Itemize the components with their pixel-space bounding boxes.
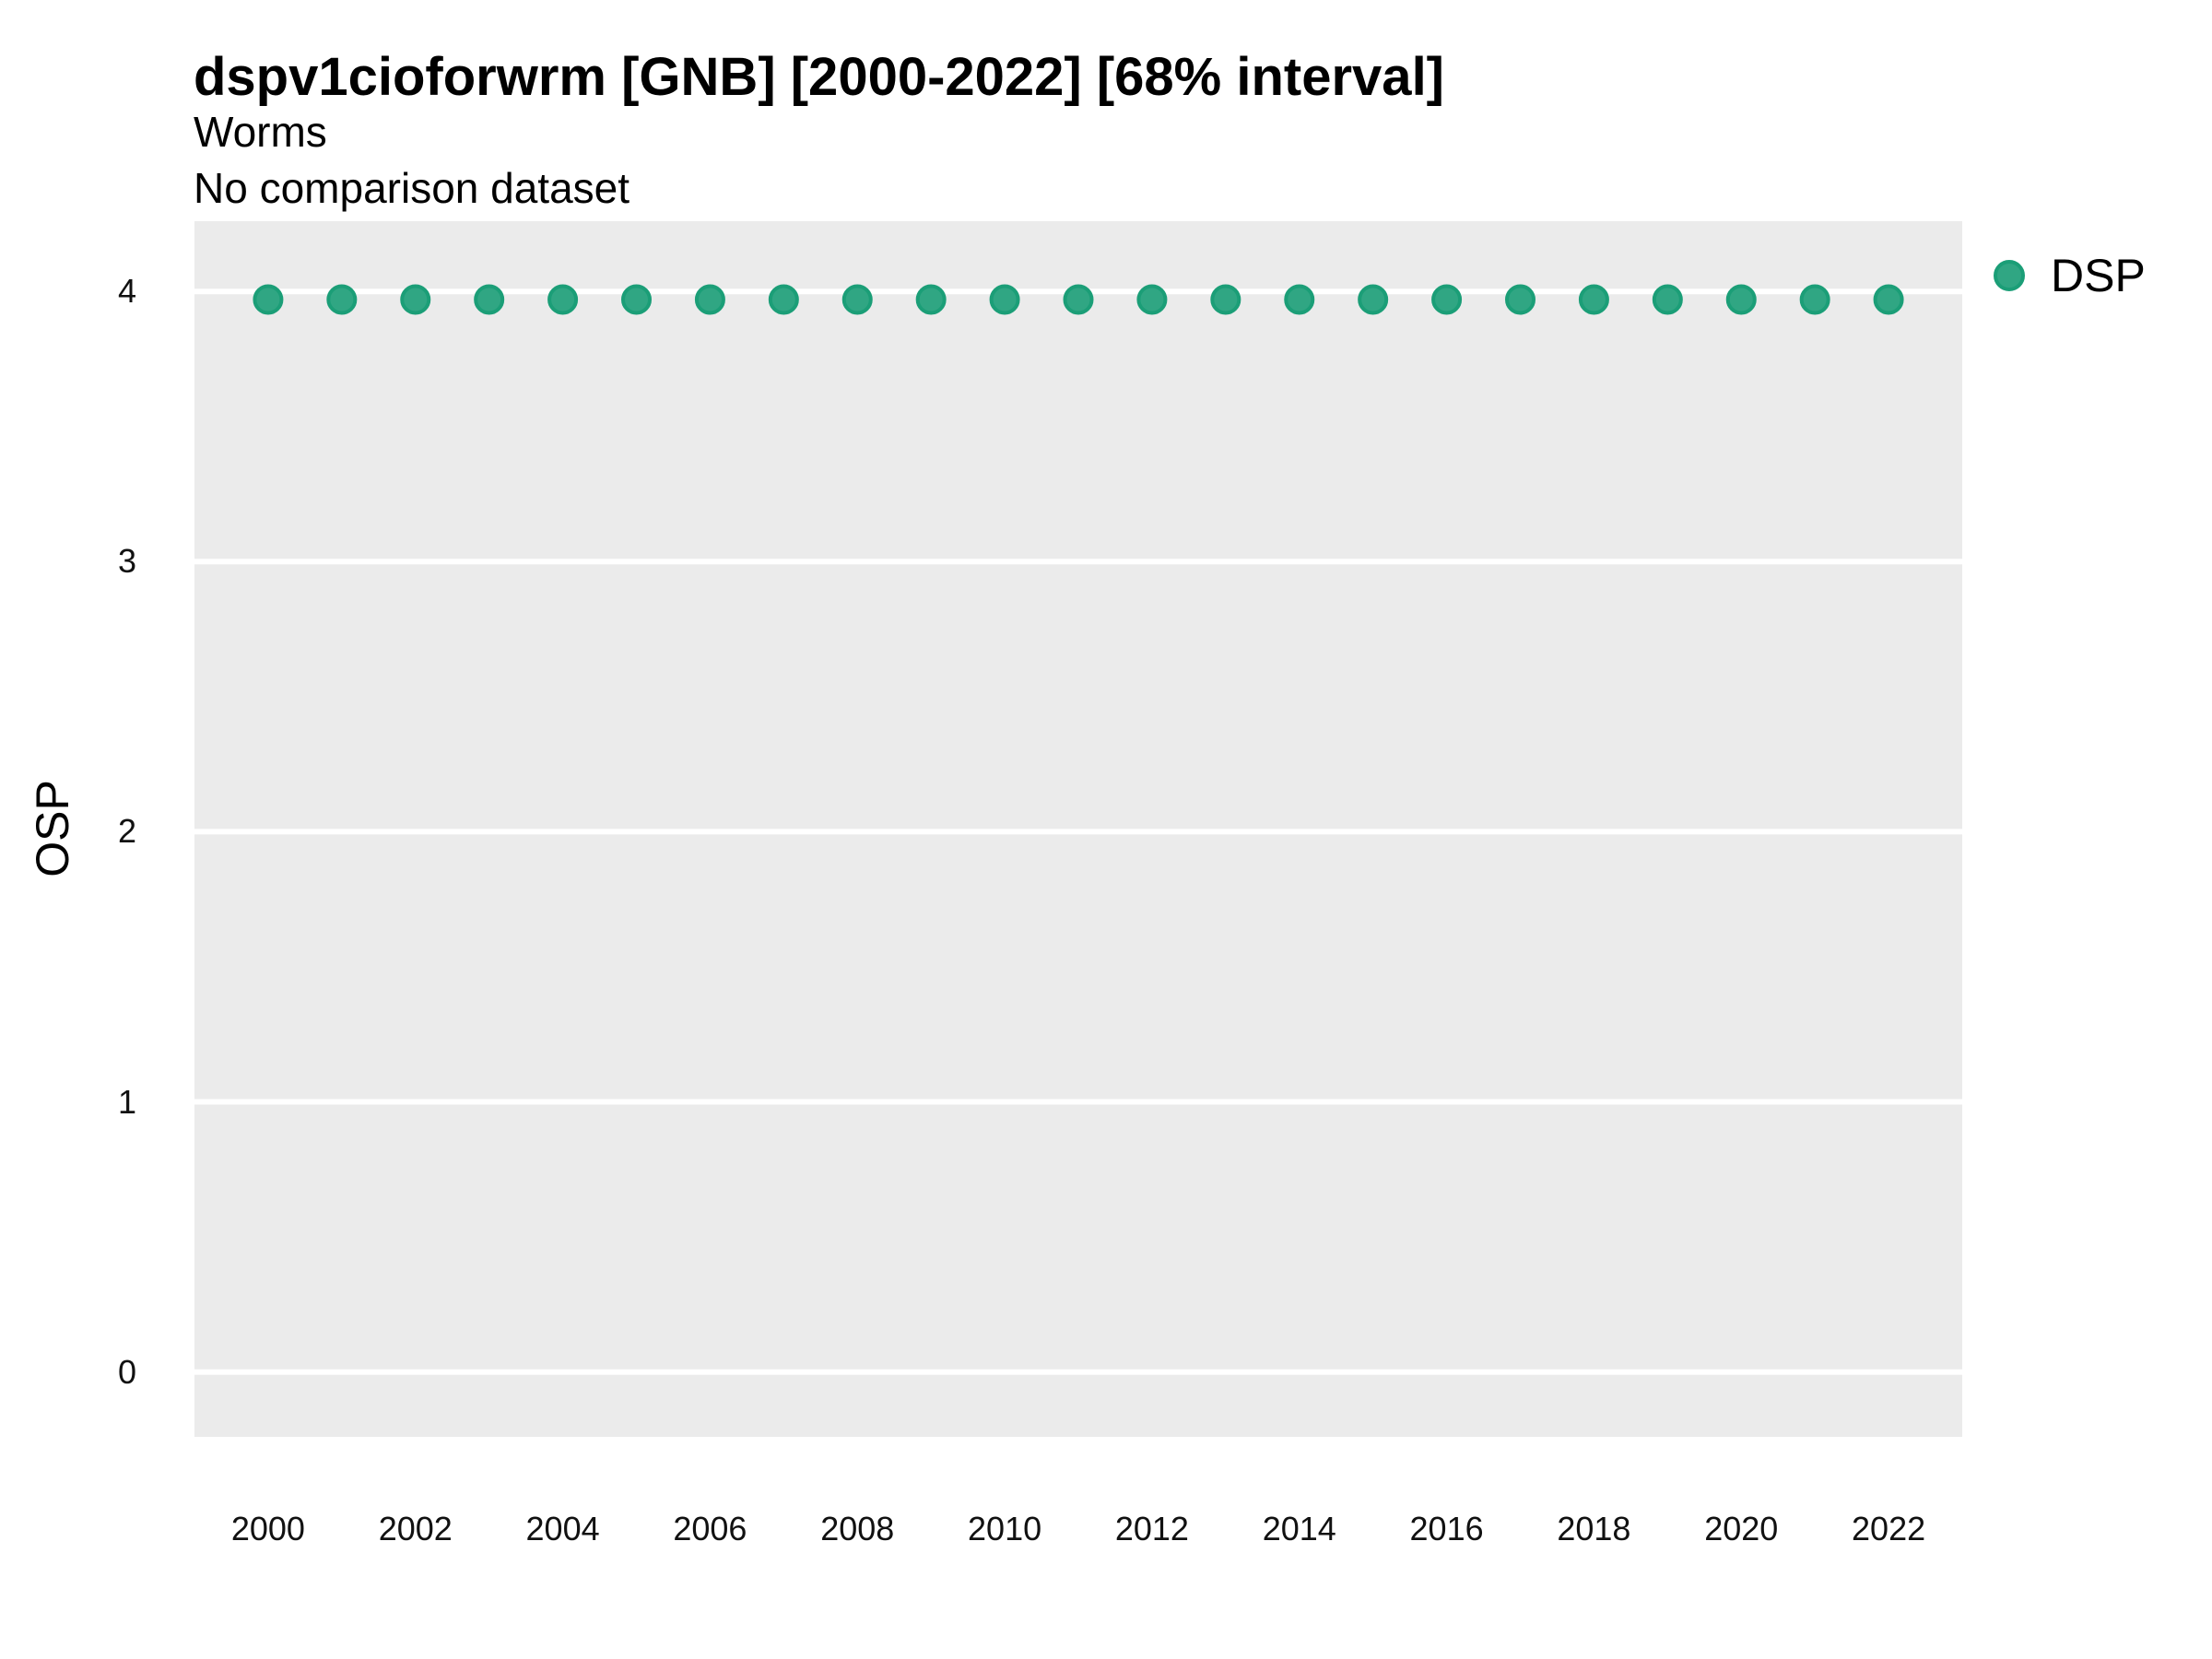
chart-title: dspv1cioforwrm [GNB] [2000-2022] [68% in… bbox=[194, 47, 1444, 107]
data-point-dsp-2017 bbox=[1505, 284, 1535, 315]
data-point-dsp-2019 bbox=[1652, 284, 1683, 315]
data-point-dsp-2006 bbox=[694, 284, 725, 315]
data-point-dsp-2003 bbox=[474, 284, 505, 315]
x-tick-label-2006: 2006 bbox=[673, 1510, 747, 1547]
data-point-dsp-2008 bbox=[841, 284, 873, 315]
x-tick-label-2002: 2002 bbox=[378, 1510, 453, 1547]
legend-label-dsp: DSP bbox=[2051, 250, 2146, 301]
data-point-dsp-2002 bbox=[400, 284, 431, 315]
data-point-dsp-2012 bbox=[1136, 284, 1168, 315]
scatter-plot bbox=[194, 284, 1962, 1375]
data-point-dsp-2020 bbox=[1725, 284, 1757, 315]
x-tick-label-2008: 2008 bbox=[820, 1510, 895, 1547]
x-tick-label-2018: 2018 bbox=[1557, 1510, 1631, 1547]
y-tick-label-2: 2 bbox=[117, 812, 136, 851]
data-point-dsp-2011 bbox=[1063, 284, 1094, 315]
y-tick-label-4: 4 bbox=[117, 272, 136, 311]
x-tick-label-2014: 2014 bbox=[1262, 1510, 1336, 1547]
x-tick-label-2020: 2020 bbox=[1704, 1510, 1779, 1547]
plot-area bbox=[194, 221, 1962, 1437]
x-tick-label-2022: 2022 bbox=[1852, 1510, 1926, 1547]
legend-marker-dsp-icon bbox=[1994, 260, 2025, 291]
data-point-dsp-2013 bbox=[1210, 284, 1241, 315]
data-point-dsp-2010 bbox=[989, 284, 1020, 315]
data-point-dsp-2022 bbox=[1873, 284, 1904, 315]
data-point-dsp-2015 bbox=[1358, 284, 1389, 315]
data-point-dsp-2021 bbox=[1799, 284, 1830, 315]
data-point-dsp-2000 bbox=[253, 284, 284, 315]
legend: DSP bbox=[1994, 253, 2146, 299]
x-tick-label-2000: 2000 bbox=[230, 1510, 305, 1547]
y-tick-label-1: 1 bbox=[117, 1082, 136, 1121]
data-point-dsp-2016 bbox=[1431, 284, 1463, 315]
data-point-dsp-2018 bbox=[1578, 284, 1609, 315]
data-point-dsp-2004 bbox=[547, 284, 579, 315]
data-point-dsp-2014 bbox=[1284, 284, 1315, 315]
chart-subtitle: Worms bbox=[194, 108, 327, 156]
x-tick-label-2012: 2012 bbox=[1114, 1510, 1189, 1547]
y-tick-label-0: 0 bbox=[117, 1352, 136, 1391]
data-point-dsp-2007 bbox=[768, 284, 799, 315]
x-tick-label-2010: 2010 bbox=[968, 1510, 1042, 1547]
y-tick-label-3: 3 bbox=[117, 542, 136, 581]
chart-comparison-note: No comparison dataset bbox=[194, 164, 630, 212]
data-point-dsp-2001 bbox=[326, 284, 358, 315]
data-point-dsp-2009 bbox=[915, 284, 947, 315]
x-tick-label-2016: 2016 bbox=[1409, 1510, 1484, 1547]
data-point-dsp-2005 bbox=[621, 284, 652, 315]
x-tick-label-2004: 2004 bbox=[525, 1510, 600, 1547]
